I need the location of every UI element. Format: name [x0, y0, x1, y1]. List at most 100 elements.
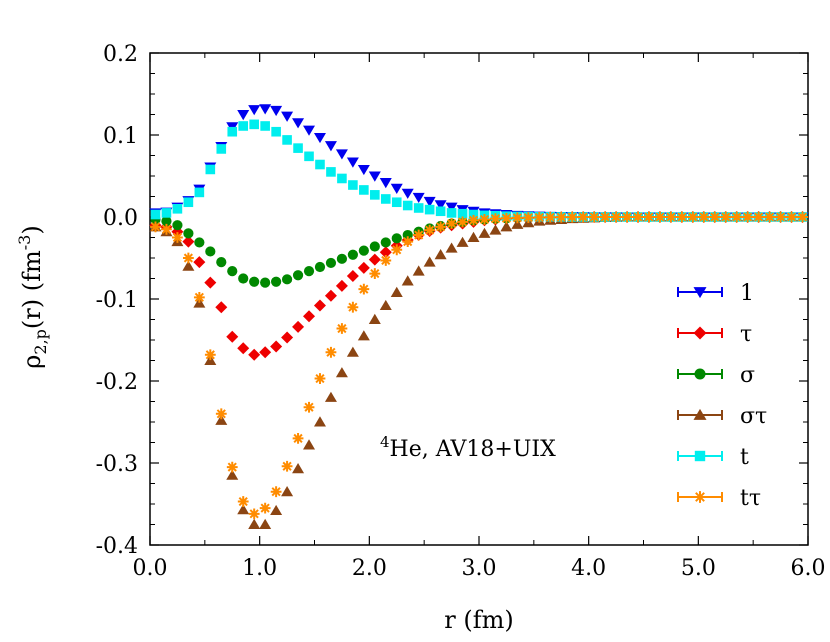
data-point [489, 224, 502, 235]
series-4 [150, 119, 808, 222]
data-point [434, 200, 447, 211]
data-point [445, 242, 458, 253]
data-point [380, 237, 391, 248]
data-point [665, 211, 677, 223]
data-point [161, 223, 172, 235]
data-point [468, 214, 479, 226]
data-point [259, 502, 271, 514]
data-point [313, 416, 326, 427]
data-point [457, 216, 468, 228]
data-point [577, 211, 589, 223]
data-point [303, 310, 316, 323]
data-point [249, 276, 260, 287]
data-point [357, 261, 370, 274]
legend-marker [694, 368, 706, 380]
annotation-text: He, AV18+UIX [390, 437, 557, 462]
data-point [216, 144, 227, 154]
data-point [226, 330, 239, 343]
data-point [337, 173, 347, 184]
data-point [379, 299, 392, 311]
data-point [237, 504, 250, 515]
data-point [314, 373, 326, 384]
data-point [413, 229, 425, 241]
data-point [238, 273, 249, 284]
data-point [271, 126, 281, 137]
data-point [368, 253, 381, 266]
data-point [215, 301, 228, 314]
data-point [402, 229, 413, 241]
data-point [182, 235, 195, 248]
data-point [304, 151, 314, 162]
data-point [271, 276, 282, 287]
data-point [391, 244, 403, 256]
data-point [456, 236, 469, 247]
data-point [368, 171, 381, 182]
series-1 [149, 211, 809, 361]
data-point [281, 274, 293, 285]
legend: 1 τσ στ t tτ [677, 281, 767, 511]
data-point [324, 289, 337, 302]
data-point [434, 249, 447, 260]
data-point [313, 132, 326, 144]
data-point [336, 253, 348, 264]
series-3 [149, 211, 809, 529]
x-axis-label: r (fm) [444, 606, 513, 634]
data-point [346, 346, 359, 357]
axis-ticks: 0.0 1.0 2.0 3.0 4.0 5.0 6.0 -0.4 -0.3 -0.2 -0.1 0.0… [96, 42, 826, 581]
data-point [423, 256, 436, 267]
data-point [292, 270, 304, 281]
data-point [237, 342, 250, 355]
data-point [468, 209, 479, 220]
y-label-end: ) [18, 225, 46, 234]
data-point [435, 221, 447, 233]
data-point [324, 391, 337, 402]
data-point [370, 190, 380, 200]
data-point [445, 202, 458, 213]
y-tick-label: -0.3 [96, 452, 138, 477]
legend-marker [694, 491, 706, 503]
legend-entry: tτ [677, 486, 761, 511]
data-point [303, 125, 316, 136]
data-point [610, 211, 622, 223]
data-point [182, 252, 194, 264]
x-tick-label: 5.0 [681, 556, 716, 581]
y-tick-label: 0.1 [103, 124, 138, 149]
legend-label: τ [740, 322, 752, 347]
data-point [390, 286, 403, 297]
data-point [259, 346, 272, 359]
data-point [424, 204, 435, 215]
x-tick-label: 3.0 [462, 556, 497, 581]
data-point [390, 183, 403, 194]
data-point [775, 211, 786, 223]
data-point [346, 270, 359, 283]
data-point [412, 192, 425, 204]
data-point [588, 211, 600, 223]
data-point [402, 200, 413, 211]
data-point [215, 408, 227, 420]
data-point [412, 265, 425, 276]
data-point [204, 349, 216, 361]
data-point [391, 233, 402, 244]
data-point [150, 209, 161, 220]
data-point [357, 164, 370, 176]
data-point [555, 211, 567, 223]
annotation: 4He, AV18+UIX [380, 433, 556, 462]
y-tick-label: 0.2 [103, 42, 138, 67]
data-point [204, 276, 217, 289]
data-point [335, 367, 348, 378]
data-point [248, 518, 261, 529]
data-point [687, 211, 699, 223]
data-point [226, 469, 239, 480]
y-axis-label: ρ2,p(r) (fm-3) [15, 225, 50, 368]
data-point [282, 135, 292, 145]
data-point [348, 180, 358, 190]
data-point [654, 211, 666, 223]
legend-label: στ [740, 404, 767, 429]
data-point [413, 203, 424, 213]
data-point [194, 237, 205, 248]
data-point [303, 266, 315, 277]
data-point [599, 211, 611, 223]
data-point [281, 460, 293, 472]
data-point [281, 486, 294, 497]
